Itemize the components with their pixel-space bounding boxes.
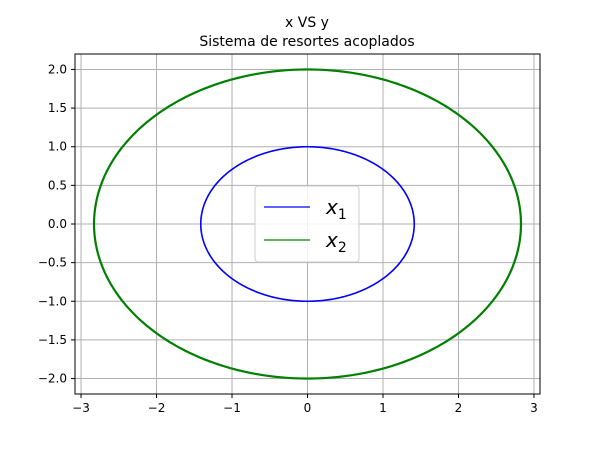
chart-subtitle: Sistema de resortes acoplados	[199, 34, 414, 50]
series-line-x2	[92, 68, 523, 380]
y-tick-label: −0.5	[38, 256, 67, 270]
x-tick-label: 1	[379, 401, 387, 415]
legend-label-name: x	[325, 195, 338, 219]
chart-title: x VS y	[285, 15, 329, 31]
x-tick-label: 0	[304, 401, 312, 415]
y-tick-label: −2.0	[38, 372, 67, 386]
x-tick-label: −2	[148, 401, 166, 415]
x-tick-label: 3	[530, 401, 538, 415]
legend-label-subscript: 1	[338, 207, 347, 223]
legend-label-x2: x2	[325, 228, 347, 256]
x-tick-label: −1	[223, 401, 241, 415]
legend-label-subscript: 2	[338, 240, 347, 256]
y-tick-label: 1.0	[48, 140, 67, 154]
x-tick-label: 2	[455, 401, 463, 415]
axes	[71, 53, 541, 398]
y-tick-label: −1.0	[38, 294, 67, 308]
legend-box	[254, 185, 360, 263]
legend-label-x1: x1	[325, 195, 347, 223]
y-tick-label: 1.5	[48, 101, 67, 115]
y-tick-label: −1.5	[38, 333, 67, 347]
series-layer	[92, 68, 523, 380]
x-tick-label: −3	[72, 401, 90, 415]
y-tick-label: 0.5	[48, 178, 67, 192]
series-line-x1	[199, 145, 416, 303]
tick-labels: −3 −2 −1 0 1 2 3 −2.0 −1.5 −1.0 −0.5 0.0 0.5 1.0 1.5 2.…	[38, 62, 538, 415]
y-tick-label: 2.0	[48, 62, 67, 76]
y-tick-label: 0.0	[48, 217, 67, 231]
legend-label-name: x	[325, 228, 338, 252]
